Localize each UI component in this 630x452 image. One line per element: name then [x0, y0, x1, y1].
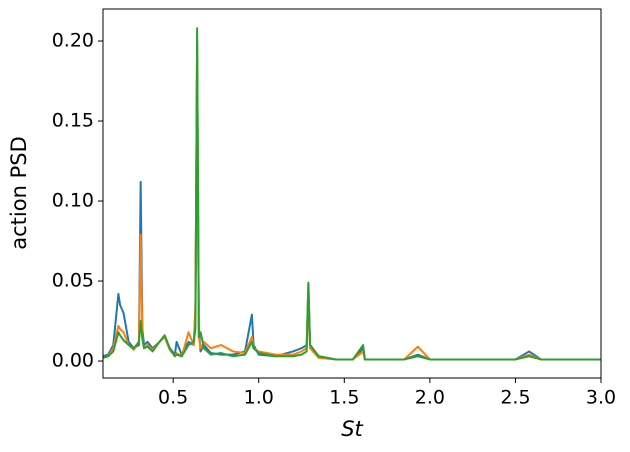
x-tick-label: 0.5 — [158, 387, 188, 409]
y-tick-label: 0.05 — [52, 270, 94, 292]
series-line — [103, 40, 601, 361]
plot-frame — [102, 8, 602, 379]
x-tick-label: 3.0 — [586, 387, 616, 409]
series-line — [103, 56, 601, 361]
y-tick-label: 0.00 — [52, 350, 94, 372]
x-tick-label: 2.0 — [415, 387, 445, 409]
x-tick-label: 1.0 — [244, 387, 274, 409]
y-tick-label: 0.10 — [52, 190, 94, 212]
y-tick-label: 0.20 — [52, 30, 94, 52]
x-tick-label: 1.5 — [329, 387, 359, 409]
series-line — [103, 27, 601, 361]
x-axis-label: St — [341, 417, 363, 441]
y-axis-label: action PSD — [7, 136, 31, 249]
y-tick-label: 0.15 — [52, 110, 94, 132]
x-tick-label: 2.5 — [500, 387, 530, 409]
